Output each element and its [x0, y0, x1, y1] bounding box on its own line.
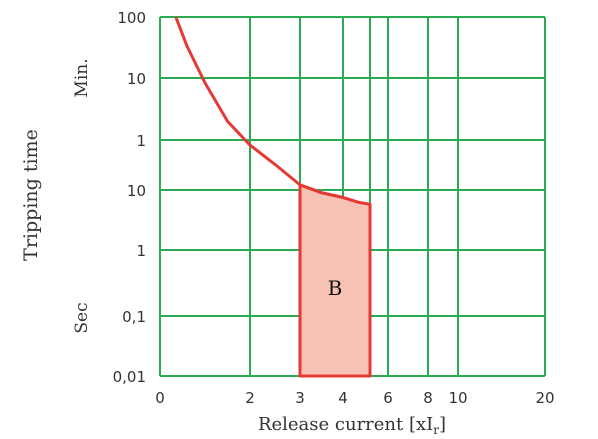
y-group-sec-label: Sec: [72, 302, 92, 333]
y-tick-label: 0,01: [113, 368, 146, 386]
y-tick-label: 10: [127, 70, 146, 88]
x-tick-label: 20: [535, 389, 554, 407]
y-tick-label: 100: [117, 9, 146, 27]
x-tick-label: 10: [448, 389, 467, 407]
x-tick-label: 2: [245, 389, 255, 407]
x-tick-label: 0: [155, 389, 165, 407]
y-tick-label: 0,1: [122, 308, 146, 326]
y-axis-ticks: 100 10 1 10 1 0,1 0,01: [113, 9, 146, 386]
x-tick-label: 3: [295, 389, 305, 407]
y-tick-label: 1: [136, 132, 146, 150]
tripping-curve-line: [174, 16, 360, 204]
x-tick-label: 6: [383, 389, 393, 407]
x-tick-label: 4: [338, 389, 348, 407]
y-tick-label: 1: [136, 242, 146, 260]
y-axis-label: Tripping time: [20, 129, 42, 261]
y-group-min-label: Min.: [72, 58, 92, 97]
x-axis-ticks: 0 2 3 4 6 8 10 20: [155, 389, 554, 407]
zone-b-label: B: [328, 276, 343, 300]
x-tick-label: 8: [423, 389, 433, 407]
y-tick-label: 10: [127, 182, 146, 200]
x-axis-label: Release current [xIr]: [258, 414, 446, 437]
